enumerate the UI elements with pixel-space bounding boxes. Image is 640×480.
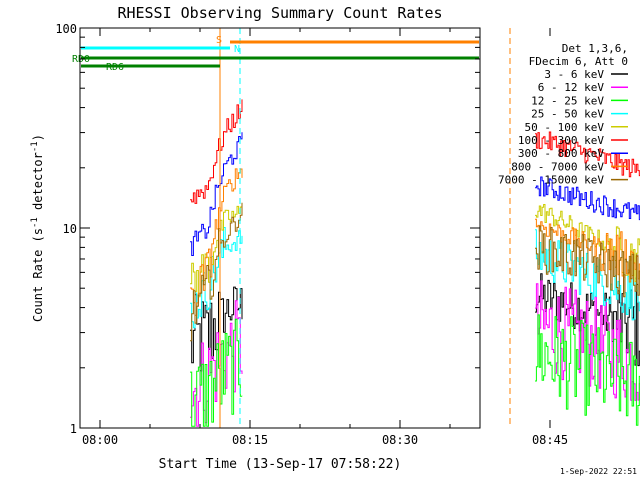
x-axis-label: Start Time (13-Sep-17 07:58:22) — [159, 457, 402, 472]
series-300-800keV — [190, 132, 640, 256]
series-12-25keV — [190, 314, 640, 427]
series-trace-2 — [535, 218, 640, 283]
series-trace-2 — [535, 131, 640, 178]
series-trace-1 — [190, 99, 243, 204]
footer-timestamp: 1-Sep-2022 22:51 — [560, 467, 637, 476]
flag-rd6-label: RD6 — [106, 62, 124, 73]
plot-frame — [79, 27, 481, 429]
y-tick-label: 100 — [55, 22, 77, 36]
legend-label: 100 - 300 keV — [518, 134, 604, 147]
y-axis-label: Count Rate (s-1 detector-1) — [30, 134, 45, 322]
data-layer — [190, 99, 640, 427]
marker-layer: S N RD0 RD6 — [72, 28, 511, 428]
legend-label: 300 - 800 keV — [518, 147, 604, 160]
series-trace-1 — [190, 132, 243, 256]
series-trace-2 — [535, 176, 640, 221]
series-25-50keV — [190, 227, 640, 329]
series-trace-1 — [190, 286, 243, 372]
series-trace-2 — [535, 229, 640, 321]
flag-rd0-label: RD0 — [72, 54, 90, 65]
chart-title: RHESSI Observing Summary Count Rates — [117, 4, 442, 22]
series-trace-1 — [190, 227, 243, 329]
legend-header-2: FDecim 6, Att 0 — [529, 55, 628, 68]
y-tick-label: 1 — [70, 422, 77, 436]
series-100-300keV — [190, 99, 640, 204]
y-tick-label: 10 — [63, 222, 77, 236]
series-trace-2 — [535, 204, 640, 283]
series-trace-1 — [190, 205, 243, 298]
series-trace-1 — [190, 300, 243, 427]
series-trace-2 — [535, 225, 640, 298]
legend-label: 50 - 100 keV — [525, 121, 605, 134]
legend-label: 800 - 7000 keV — [511, 160, 604, 173]
series-trace-2 — [535, 280, 640, 401]
series-trace-1 — [190, 318, 243, 427]
legend-label: 7000 - 15000 keV — [498, 174, 604, 187]
series-3-6keV — [190, 273, 640, 372]
x-tick-label: 08:30 — [382, 433, 418, 447]
series-trace-1 — [190, 168, 243, 316]
legend-header-1: Det 1,3,6, — [562, 42, 628, 55]
series-800-7000keV — [190, 168, 640, 316]
series-trace-1 — [190, 202, 243, 342]
series-7000-15000keV — [190, 202, 640, 342]
x-tick-label: 08:00 — [82, 433, 118, 447]
legend-label: 25 - 50 keV — [531, 108, 604, 121]
flag-s-label: S — [216, 35, 222, 46]
series-50-100keV — [190, 204, 640, 298]
legend-label: 6 - 12 keV — [538, 81, 605, 94]
flag-n-label: N — [234, 44, 240, 55]
legend-label: 12 - 25 keV — [531, 94, 604, 107]
x-tick-label: 08:45 — [532, 433, 568, 447]
series-trace-2 — [535, 273, 640, 367]
axes-layer: 08:0008:1508:3008:4509:0009:1509:3011010… — [55, 22, 568, 447]
legend-label: 3 - 6 keV — [544, 68, 604, 81]
series-trace-2 — [535, 314, 640, 426]
x-tick-label: 08:15 — [232, 433, 268, 447]
